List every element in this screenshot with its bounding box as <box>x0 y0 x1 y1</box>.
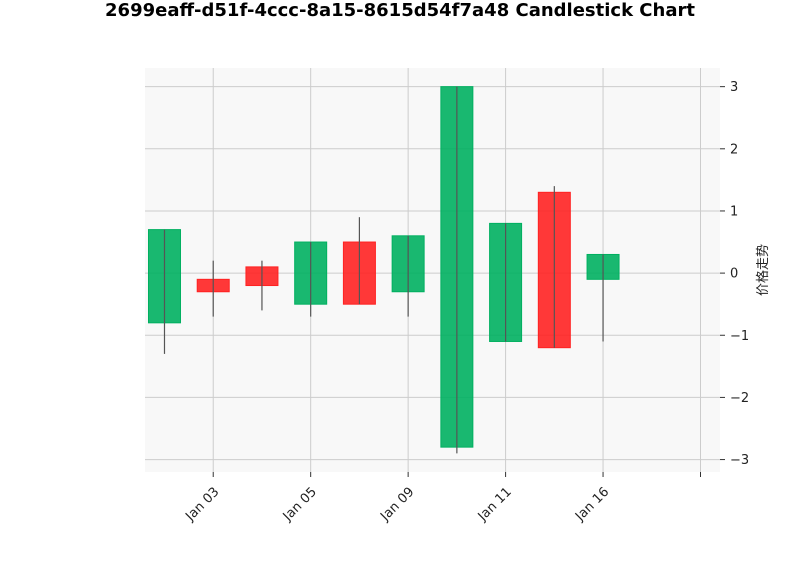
y-tick-label: 3 <box>730 80 738 95</box>
y-tick-label: 1 <box>730 204 738 219</box>
y-tick-label: −2 <box>730 391 749 406</box>
x-tick-label: Jan 16 <box>572 485 612 525</box>
y-axis-label: 价格走势 <box>755 244 771 296</box>
y-tick-label: 0 <box>730 267 738 282</box>
y-tick-label: −3 <box>730 453 749 468</box>
plot-area <box>145 68 720 472</box>
y-tick-label: −1 <box>730 329 749 344</box>
x-tick-label: Jan 11 <box>475 485 515 525</box>
x-tick-label: Jan 09 <box>377 485 417 525</box>
chart-title: 2699eaff-d51f-4ccc-8a15-8615d54f7a48 Can… <box>105 0 695 21</box>
y-tick-label: 2 <box>730 142 738 157</box>
x-tick-label: Jan 05 <box>280 485 320 525</box>
x-tick-label: Jan 03 <box>182 485 222 525</box>
